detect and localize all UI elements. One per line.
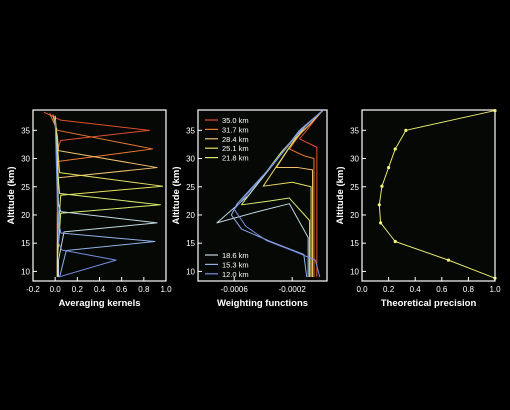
- legend-label: 18.6 km: [222, 251, 249, 260]
- series-line-1: [378, 110, 496, 279]
- tick-group: -0.2 0.0 0.2 0.4 0.6 0.8 1.0 10 15 20 25 30 35: [21, 126, 172, 294]
- precision-marker: [387, 165, 391, 170]
- y-tick-label: 30: [186, 155, 195, 164]
- precision-marker: [393, 147, 397, 151]
- y-tick-label: 10: [350, 267, 359, 276]
- series-line-7: [54, 119, 156, 278]
- precision-marker: [377, 203, 381, 207]
- y-axis-label: Altitude (km): [6, 166, 17, 224]
- y-tick-label: 25: [21, 183, 30, 192]
- x-tick-label: 0.6: [436, 285, 448, 294]
- plot-frame: [361, 109, 496, 282]
- kernel-series-group: [43, 111, 164, 278]
- x-tick-label: -0.0002: [279, 285, 307, 294]
- x-tick-label: 0.2: [383, 285, 395, 294]
- series-line-6: [54, 117, 158, 278]
- x-tick-label: 0.8: [138, 285, 150, 294]
- legend-label: 25.1 km: [222, 144, 249, 153]
- y-tick-label: 15: [186, 239, 195, 248]
- y-tick-label: 25: [186, 183, 195, 192]
- y-tick-label: 10: [186, 267, 195, 276]
- precision-marker: [393, 239, 397, 244]
- x-tick-label: 0.8: [463, 285, 475, 294]
- series-line-5: [54, 116, 161, 278]
- y-tick-label: 20: [186, 211, 195, 220]
- precision-marker: [404, 128, 408, 132]
- x-tick-label: 1.0: [160, 285, 172, 294]
- panel-theoretical-precision: 0.0 0.2 0.4 0.6 0.8 1.0 10 15 20 25 30 35 Theoretic…: [335, 108, 501, 309]
- series-line-4: [54, 115, 164, 278]
- legend-label: 28.4 km: [222, 135, 249, 144]
- precision-marker: [446, 258, 451, 262]
- x-tick-label: 0.0: [356, 285, 368, 294]
- precision-series-group: [377, 108, 497, 280]
- x-tick-label: 0.4: [410, 285, 422, 294]
- panel-averaging-kernels: -0.2 0.0 0.2 0.4 0.6 0.8 1.0 10 15 20 25 30 35 Avera…: [6, 109, 172, 309]
- y-tick-label: 35: [21, 126, 30, 135]
- y-tick-label: 20: [21, 211, 30, 220]
- y-tick-label: 20: [350, 211, 359, 220]
- y-tick-label: 30: [350, 155, 359, 164]
- x-axis-label: Theoretical precision: [381, 298, 477, 309]
- precision-marker: [380, 184, 384, 188]
- x-axis-label: Averaging kernels: [58, 298, 140, 309]
- series-line-8: [233, 110, 323, 278]
- weighting-series-group: [216, 110, 324, 278]
- x-tick-label: -0.2: [26, 285, 40, 294]
- x-tick-label: 0.6: [116, 285, 128, 294]
- tick-group: -0.0006 -0.0002 10 15 20 25 30 35: [186, 126, 306, 294]
- legend-label: 12.0 km: [222, 270, 249, 279]
- y-tick-label: 15: [21, 239, 30, 248]
- precision-marker: [379, 221, 383, 225]
- legend-label: 15.3 km: [222, 260, 249, 269]
- legend-label: 31.7 km: [222, 125, 249, 134]
- x-tick-label: 0.0: [50, 285, 62, 294]
- y-tick-label: 30: [21, 155, 30, 164]
- y-tick-label: 25: [350, 183, 359, 192]
- x-tick-label: 0.4: [94, 285, 106, 294]
- plot-frame: [197, 109, 328, 282]
- series-line-8: [54, 120, 117, 278]
- y-axis-label: Altitude (km): [171, 166, 182, 224]
- tick-group: 0.0 0.2 0.4 0.6 0.8 1.0 10 15 20 25 30 35: [350, 126, 501, 294]
- y-tick-label: 35: [186, 126, 195, 135]
- x-tick-label: 0.2: [72, 285, 84, 294]
- legend-label: 35.0 km: [222, 116, 249, 125]
- x-axis-label: Weighting functions: [217, 298, 308, 309]
- y-axis-label: Altitude (km): [335, 166, 346, 224]
- y-tick-label: 35: [350, 126, 359, 135]
- y-tick-label: 10: [21, 267, 30, 276]
- precision-marker: [493, 108, 497, 113]
- x-tick-label: 1.0: [489, 285, 501, 294]
- y-tick-label: 15: [350, 239, 359, 248]
- x-tick-label: -0.0006: [221, 285, 249, 294]
- legend-label: 21.8 km: [222, 154, 249, 163]
